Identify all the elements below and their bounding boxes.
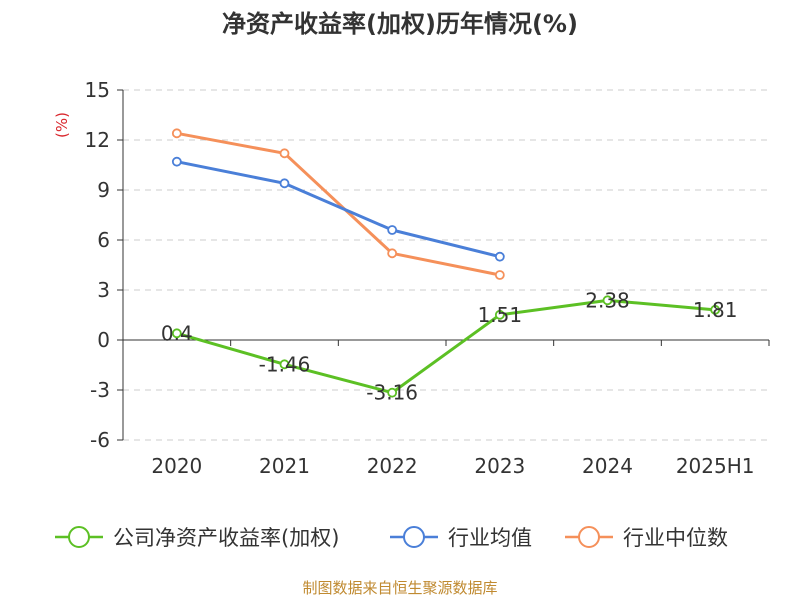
legend-item: 行业中位数 [565,526,728,550]
x-tick-label: 2025H1 [676,454,755,478]
data-point [279,359,290,370]
y-tick-label: 3 [97,278,110,302]
data-label: 0.4 [161,321,193,345]
y-tick-label: -6 [90,428,110,452]
x-tick-label: 2020 [151,454,202,478]
legend-item: 公司净资产收益率(加权) [55,526,339,550]
data-label: 1.81 [693,298,738,322]
data-point [387,225,398,235]
data-label: 1.51 [478,303,523,327]
data-label: -1.46 [259,352,311,376]
data-label: 2.38 [585,288,630,312]
legend-marker [578,526,600,548]
x-tick-label: 2022 [367,454,418,478]
legend-label: 行业均值 [448,526,532,550]
data-label: -3.16 [366,381,418,405]
data-point [171,128,182,139]
y-tick-label: -3 [90,378,110,402]
legend-item: 行业均值 [390,526,532,550]
data-point [710,304,721,315]
x-tick-label: 2024 [582,454,633,478]
data-point [279,148,290,159]
series-line [176,298,716,395]
legend-marker [403,526,425,548]
data-point [602,295,613,306]
data-point [279,178,290,189]
legend-label: 行业中位数 [623,526,728,550]
y-tick-label: 15 [85,78,110,102]
data-point [494,251,505,262]
y-tick-label: 12 [85,128,110,152]
data-point [387,387,398,398]
chart-title: 净资产收益率(加权)历年情况(%) [222,10,578,38]
data-point [494,270,505,280]
data-point [494,309,505,320]
x-tick-label: 2021 [259,454,310,478]
data-point [171,156,182,167]
legend-marker [68,526,90,548]
data-point [387,248,398,259]
series-line [176,160,501,259]
x-tick-label: 2023 [474,454,525,478]
y-tick-label: 9 [97,178,110,202]
data-point [171,328,182,339]
source-note: 制图数据来自恒生聚源数据库 [302,579,498,597]
series-line [176,131,501,277]
legend-label: 公司净资产收益率(加权) [113,526,339,550]
y-tick-label: 0 [97,328,110,352]
y-tick-label: 6 [97,228,110,252]
y-axis-label: (%) [53,112,71,138]
